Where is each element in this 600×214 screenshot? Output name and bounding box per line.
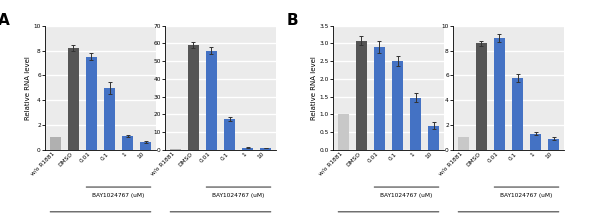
Y-axis label: Relative RNA level: Relative RNA level	[311, 56, 317, 120]
Bar	[374, 47, 385, 150]
Bar	[512, 78, 523, 150]
Bar	[530, 134, 541, 150]
Bar	[206, 51, 217, 150]
Text: BAY1024767 (uM): BAY1024767 (uM)	[500, 193, 553, 198]
Bar	[356, 41, 367, 150]
Bar	[50, 137, 61, 150]
Y-axis label: Relative RNA level: Relative RNA level	[25, 56, 31, 120]
Text: BAY1024767 (uM): BAY1024767 (uM)	[212, 193, 265, 198]
Bar	[86, 57, 97, 150]
Bar	[260, 148, 271, 150]
Bar	[188, 45, 199, 150]
Bar	[242, 148, 253, 150]
Bar	[392, 61, 403, 150]
Bar	[428, 126, 439, 150]
Bar	[548, 139, 559, 150]
Text: A: A	[0, 13, 10, 28]
Bar	[68, 48, 79, 150]
Bar	[140, 142, 151, 150]
Bar	[224, 119, 235, 150]
Text: B: B	[286, 13, 298, 28]
Bar	[122, 136, 133, 150]
Bar	[104, 88, 115, 150]
Text: BAY1024767 (uM): BAY1024767 (uM)	[92, 193, 145, 198]
Bar	[476, 43, 487, 150]
Bar	[458, 137, 469, 150]
Bar	[338, 114, 349, 150]
Bar	[170, 149, 181, 150]
Text: BAY1024767 (uM): BAY1024767 (uM)	[380, 193, 433, 198]
Bar	[494, 38, 505, 150]
Bar	[410, 98, 421, 150]
